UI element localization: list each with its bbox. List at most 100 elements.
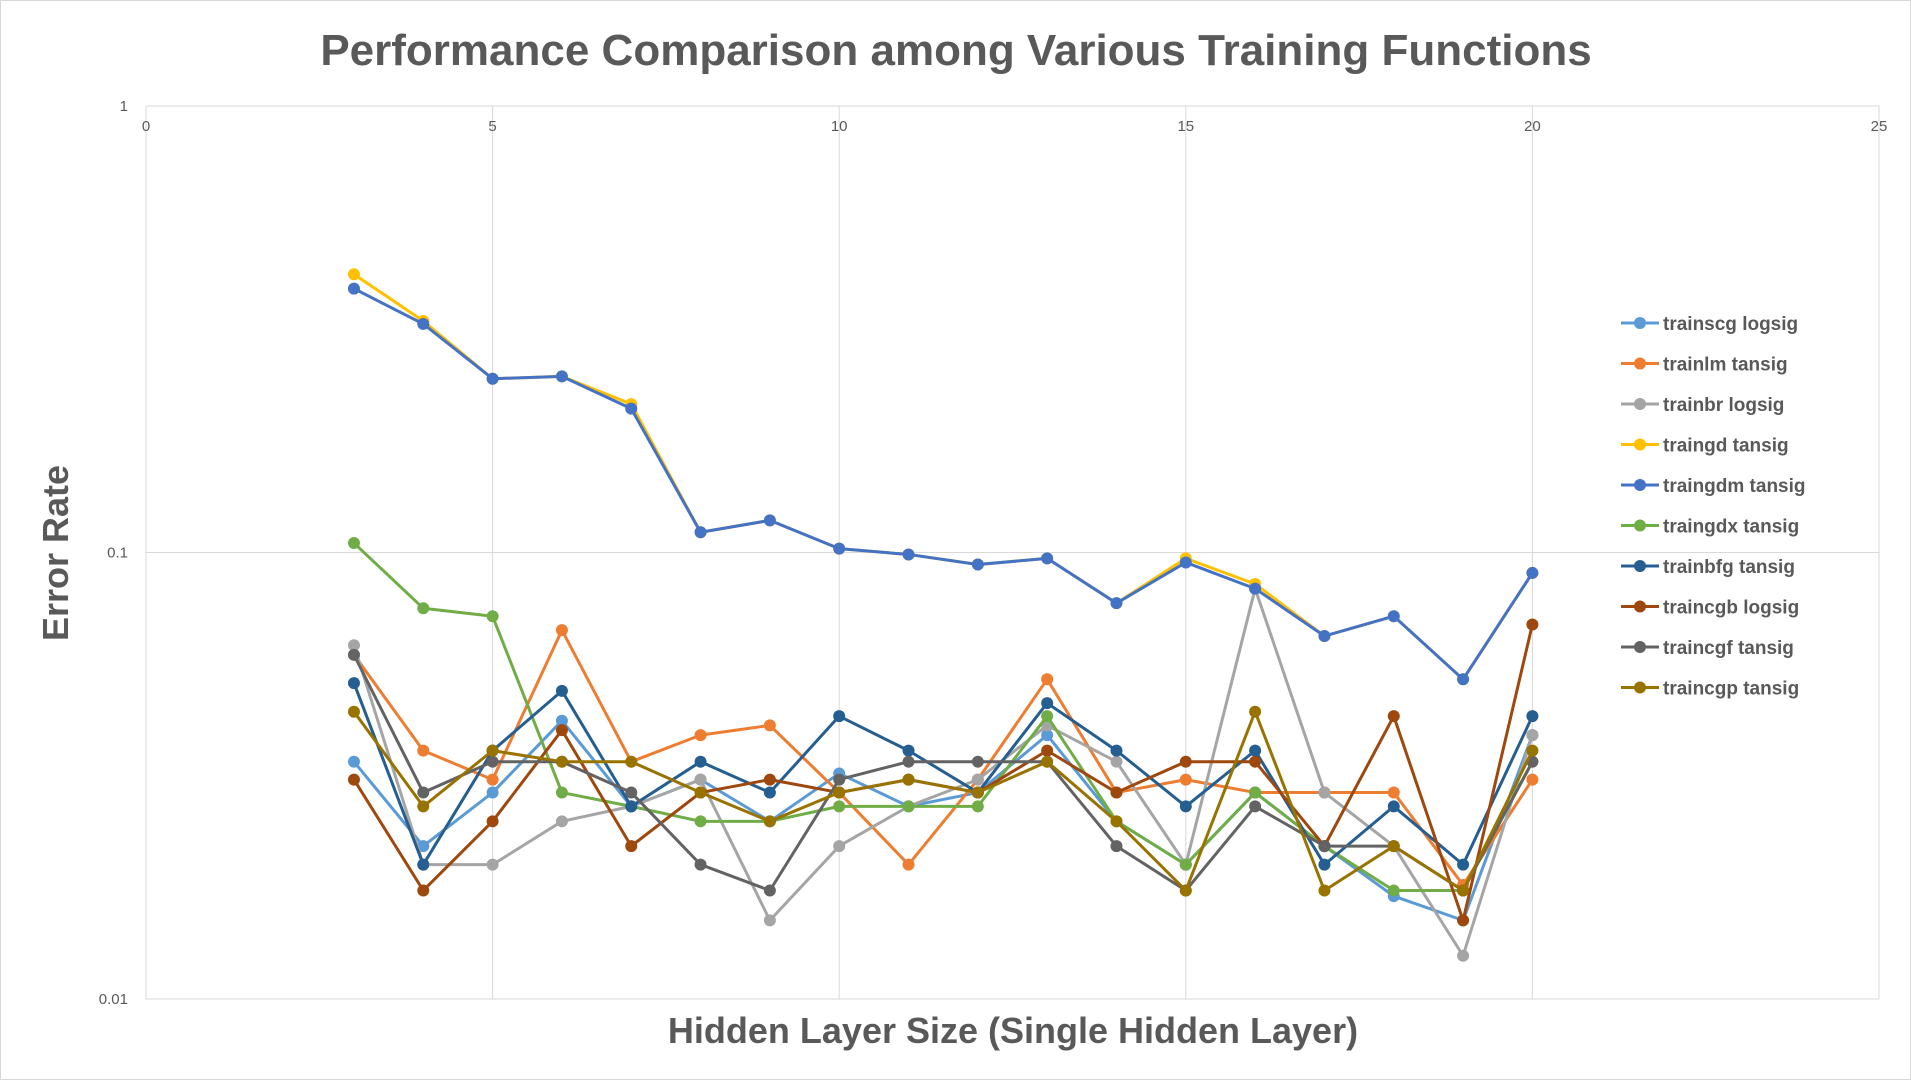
data-point	[1526, 729, 1539, 742]
legend-label: traincgb logsig	[1663, 598, 1799, 619]
legend-swatch-marker	[1634, 560, 1646, 572]
data-point	[694, 815, 707, 828]
data-point	[902, 744, 915, 757]
data-point	[902, 800, 915, 813]
data-point	[1387, 786, 1400, 799]
data-point	[1318, 884, 1331, 897]
grid-lines	[145, 105, 1880, 1000]
axes: 0 5 10 15 20 25 0.01 0.1 1	[99, 98, 1888, 1008]
data-point	[555, 624, 568, 637]
legend-swatch-marker	[1634, 357, 1646, 370]
legend-swatch-marker	[1634, 600, 1646, 613]
legend-item: trainlm tansig	[1621, 355, 1788, 376]
data-point	[1526, 744, 1539, 757]
data-point	[694, 773, 707, 786]
data-point	[347, 773, 360, 786]
data-point	[417, 884, 430, 897]
legend-item: trainbfg tansig	[1621, 557, 1795, 578]
data-point	[1249, 786, 1262, 799]
data-point	[486, 858, 499, 871]
x-tick-label: 15	[1177, 118, 1194, 135]
legend-label: traincgp tansig	[1663, 679, 1799, 700]
data-point	[347, 537, 360, 550]
data-point	[763, 884, 776, 897]
data-point	[417, 317, 430, 330]
data-point	[1249, 800, 1262, 813]
data-point	[1179, 773, 1192, 786]
data-point	[347, 282, 360, 295]
legend-swatch-marker	[1634, 479, 1646, 491]
series-traingdm-tansig	[347, 282, 1539, 686]
data-point	[1526, 773, 1539, 786]
data-point	[1179, 800, 1192, 813]
data-point	[555, 684, 568, 697]
data-point	[555, 370, 568, 383]
data-point	[902, 773, 915, 786]
data-point	[555, 724, 568, 737]
data-point	[902, 755, 915, 768]
legend-swatch-marker	[1634, 641, 1646, 653]
data-point	[417, 800, 430, 813]
data-point	[625, 402, 638, 415]
data-point	[763, 786, 776, 799]
data-point	[694, 526, 707, 539]
x-tick-label: 25	[1871, 118, 1888, 135]
series-line	[352, 710, 1534, 892]
data-point	[902, 548, 915, 561]
data-point	[417, 786, 430, 799]
legend-item: trainbr logsig	[1621, 395, 1784, 416]
data-point	[1041, 744, 1054, 757]
x-tick-label: 0	[142, 118, 150, 135]
legend-item: traingd tansig	[1621, 436, 1789, 457]
data-point	[833, 710, 846, 723]
data-point	[625, 840, 638, 853]
data-point	[971, 800, 984, 813]
data-point	[1318, 786, 1331, 799]
data-point	[417, 602, 430, 615]
x-axis-title: Hidden Layer Size (Single Hidden Layer)	[668, 1010, 1358, 1051]
data-point	[1041, 755, 1054, 768]
data-point	[1318, 630, 1331, 643]
data-point	[486, 610, 499, 623]
data-point	[763, 719, 776, 732]
y-axis-title: Error Rate	[35, 465, 76, 641]
data-point	[1249, 582, 1262, 595]
legend-label: traingd tansig	[1663, 436, 1789, 457]
series-line	[352, 682, 1534, 867]
series-line	[352, 587, 1534, 958]
data-point	[763, 815, 776, 828]
data-point	[417, 858, 430, 871]
data-point	[1110, 755, 1123, 768]
data-point	[1110, 744, 1123, 757]
data-point	[1179, 858, 1192, 871]
data-point	[1179, 755, 1192, 768]
chart-title: Performance Comparison among Various Tra…	[320, 26, 1591, 75]
data-point	[833, 542, 846, 555]
legend-item: traingdm tansig	[1621, 476, 1806, 497]
legend-item: traincgf tansig	[1621, 638, 1794, 659]
data-point	[1526, 618, 1539, 631]
data-point	[1041, 673, 1054, 686]
data-point	[971, 558, 984, 571]
data-point	[1457, 914, 1470, 927]
legend-item: trainscg logsig	[1621, 314, 1798, 335]
data-point	[1457, 858, 1470, 871]
data-point	[1318, 840, 1331, 853]
x-tick-label: 5	[488, 118, 496, 135]
data-point	[1387, 884, 1400, 897]
data-point	[347, 705, 360, 718]
data-point	[1041, 697, 1054, 710]
data-point	[486, 372, 499, 385]
legend-label: trainscg logsig	[1663, 314, 1798, 335]
data-point	[555, 815, 568, 828]
series-line	[352, 654, 1534, 892]
series-traincgp-tansig	[347, 705, 1539, 897]
data-point	[1249, 755, 1262, 768]
legend-label: trainbfg tansig	[1663, 557, 1795, 578]
y-tick-label: 1	[120, 98, 128, 115]
legend-item: traincgp tansig	[1621, 679, 1799, 700]
data-point	[1387, 710, 1400, 723]
legend-swatch-marker	[1634, 398, 1646, 410]
x-tick-label: 20	[1524, 118, 1541, 135]
